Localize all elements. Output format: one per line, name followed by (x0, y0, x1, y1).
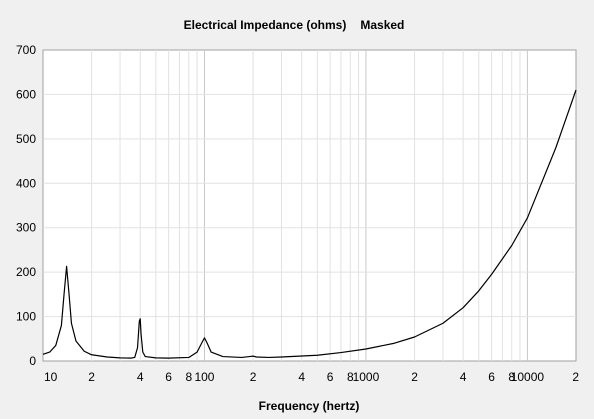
x-tick-label: 2 (88, 370, 95, 384)
x-tick-label: 6 (165, 370, 172, 384)
y-tick-label: 0 (29, 354, 36, 368)
series-layer (42, 89, 577, 359)
x-tick-label: 2 (572, 370, 579, 384)
y-tick-label: 100 (16, 310, 36, 324)
x-tick-label: 6 (488, 370, 495, 384)
y-tick-label: 400 (16, 176, 36, 190)
y-tick-label: 700 (16, 43, 36, 57)
x-tick-label: 4 (460, 370, 467, 384)
chart-title: Electrical Impedance (ohms) Masked (184, 18, 405, 32)
chart-title-main: Electrical Impedance (ohms) (184, 18, 347, 32)
grid-layer (43, 50, 576, 361)
x-tick-label: 10 (44, 370, 58, 384)
x-tick-label: 2 (250, 370, 257, 384)
x-tick-label: 1000 (353, 370, 380, 384)
chart-title-suffix: Masked (360, 18, 404, 32)
y-tick-labels: 0 100 200 300 400 500 600 700 (16, 43, 36, 368)
y-tick-label: 600 (16, 87, 36, 101)
x-axis-label: Frequency (hertz) (259, 399, 360, 413)
x-tick-label: 2 (411, 370, 418, 384)
x-tick-label: 6 (327, 370, 334, 384)
x-tick-label: 8 (185, 370, 192, 384)
x-tick-label: 4 (298, 370, 305, 384)
x-tick-label: 10000 (511, 370, 545, 384)
y-tick-label: 500 (16, 132, 36, 146)
y-tick-label: 200 (16, 265, 36, 279)
x-tick-label: 4 (137, 370, 144, 384)
x-tick-label: 8 (508, 370, 515, 384)
plot-background (42, 49, 577, 362)
impedance-series-line (42, 89, 577, 359)
y-tick-label: 300 (16, 221, 36, 235)
x-tick-label: 8 (347, 370, 354, 384)
x-tick-label: 100 (194, 370, 214, 384)
